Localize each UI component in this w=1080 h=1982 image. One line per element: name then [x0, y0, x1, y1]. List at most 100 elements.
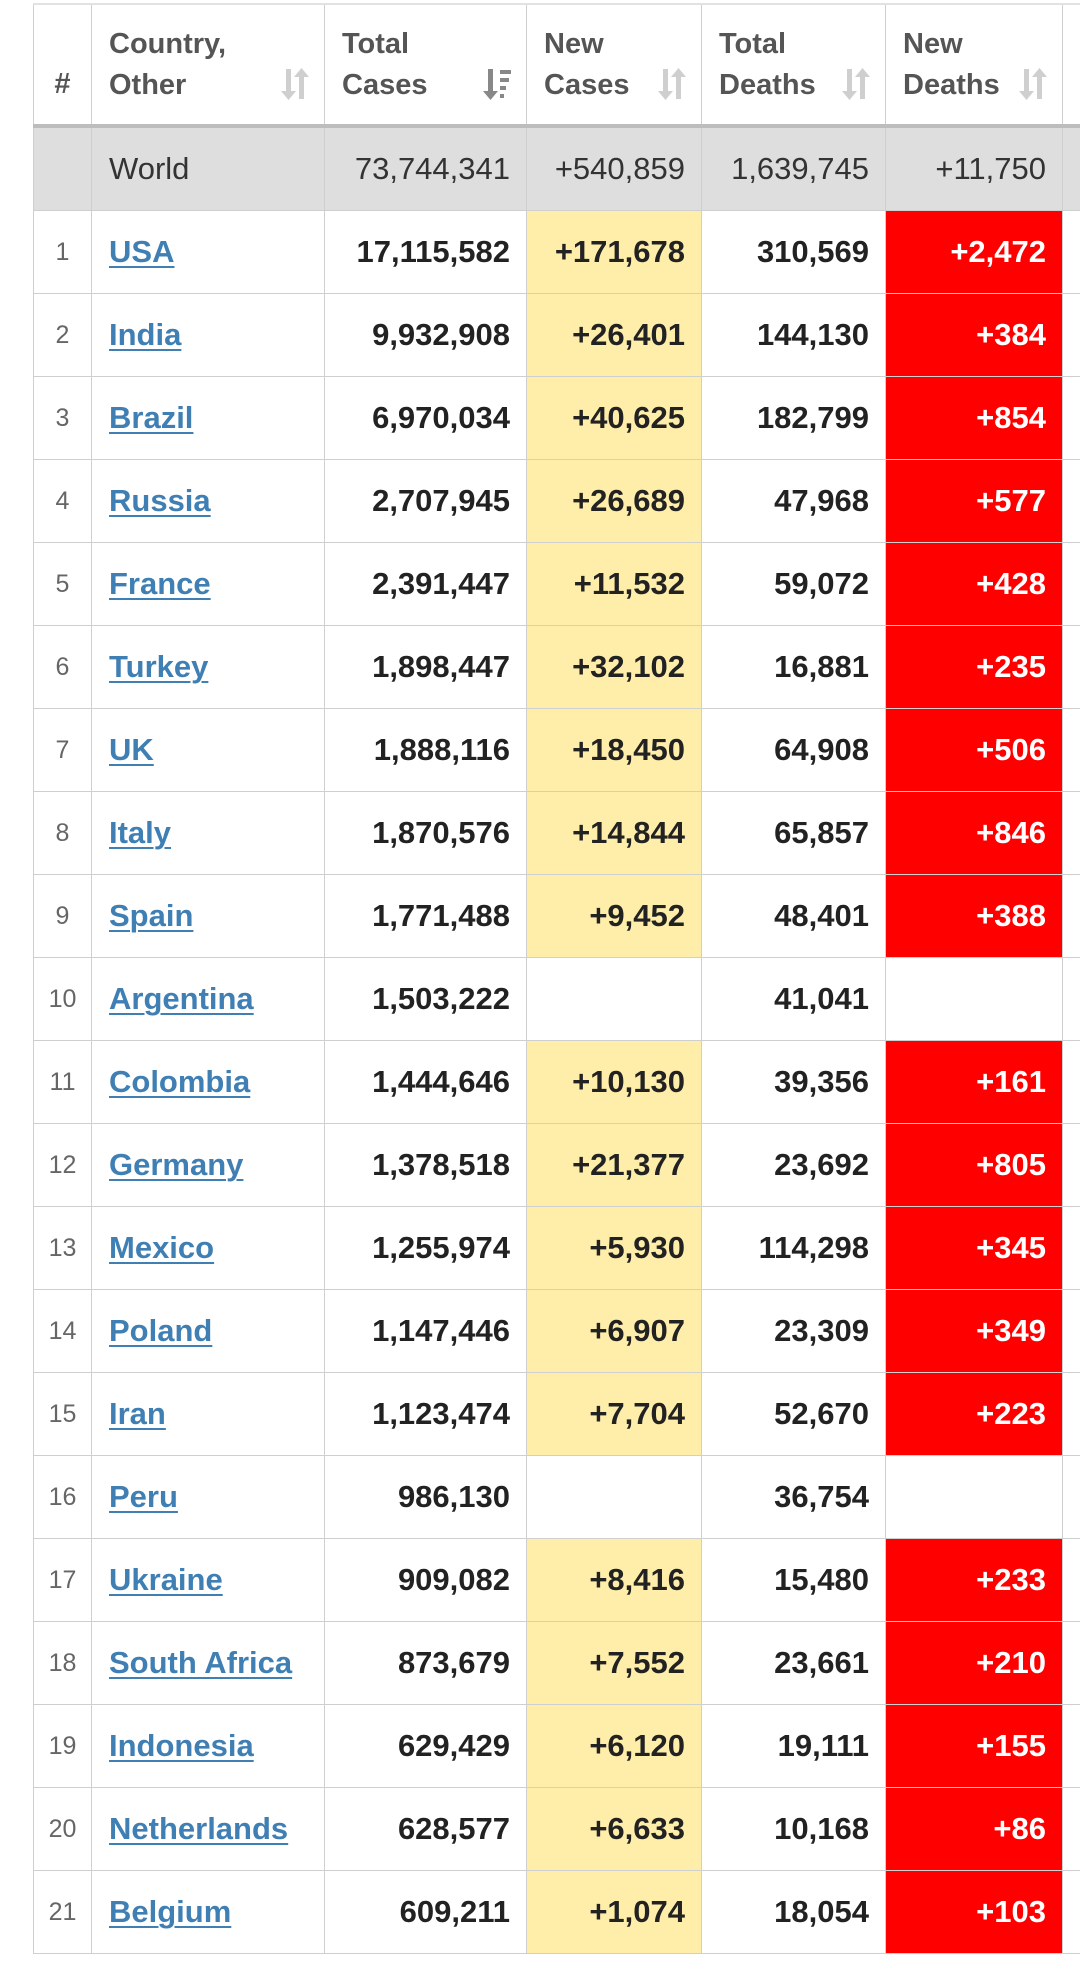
- new-cases-cell: [526, 957, 702, 1041]
- country-link[interactable]: Belgium: [109, 1894, 232, 1929]
- rank-cell: 1: [33, 210, 92, 294]
- new-deaths-cell: +103: [885, 1870, 1063, 1954]
- overflow-cell: [1062, 210, 1080, 294]
- country-link[interactable]: Germany: [109, 1147, 244, 1182]
- country-link[interactable]: Poland: [109, 1313, 213, 1348]
- country-cell: France: [91, 542, 325, 626]
- rank-cell: 5: [33, 542, 92, 626]
- header-rank-label: #: [54, 68, 71, 100]
- header-new-deaths-line2: Deaths: [903, 68, 1000, 101]
- country-link[interactable]: Iran: [109, 1396, 166, 1431]
- sort-updown-icon[interactable]: [657, 67, 687, 101]
- new-deaths-cell: +223: [885, 1372, 1063, 1456]
- new-deaths-cell: +345: [885, 1206, 1063, 1290]
- overflow-cell: [1062, 1870, 1080, 1954]
- new-cases-cell: +10,130: [526, 1040, 702, 1124]
- world-total-cases-cell: 73,744,341: [324, 125, 527, 211]
- total-deaths-cell: 39,356: [701, 1040, 886, 1124]
- header-new-cases[interactable]: New Cases: [526, 3, 702, 128]
- overflow-cell: [1062, 874, 1080, 958]
- new-cases-cell: +18,450: [526, 708, 702, 792]
- country-link[interactable]: Mexico: [109, 1230, 215, 1265]
- table-row: 18 South Africa 873,679 +7,552 23,661 +210: [33, 1621, 1080, 1705]
- country-link[interactable]: India: [109, 317, 182, 352]
- new-cases-cell: +7,704: [526, 1372, 702, 1456]
- total-deaths-cell: 19,111: [701, 1704, 886, 1788]
- sort-descending-icon[interactable]: [482, 67, 512, 101]
- country-link[interactable]: Netherlands: [109, 1811, 289, 1846]
- total-deaths-cell: 16,881: [701, 625, 886, 709]
- rank-cell: 16: [33, 1455, 92, 1539]
- world-total-row: World 73,744,341 +540,859 1,639,745 +11,…: [33, 125, 1080, 211]
- country-link[interactable]: France: [109, 566, 211, 601]
- header-total-cases[interactable]: Total Cases: [324, 3, 527, 128]
- country-cell: Argentina: [91, 957, 325, 1041]
- covid-table-container: # Country, Other Total Cases New Cases: [33, 3, 1080, 1954]
- header-country-line2: Other: [109, 68, 187, 101]
- country-cell: Iran: [91, 1372, 325, 1456]
- rank-cell: 20: [33, 1787, 92, 1871]
- country-cell: Italy: [91, 791, 325, 875]
- total-deaths-cell: 23,309: [701, 1289, 886, 1373]
- new-cases-cell: +8,416: [526, 1538, 702, 1622]
- rank-cell: 14: [33, 1289, 92, 1373]
- total-cases-cell: 1,771,488: [324, 874, 527, 958]
- rank-cell: 8: [33, 791, 92, 875]
- overflow-cell: [1062, 1787, 1080, 1871]
- world-new-deaths-cell: +11,750: [885, 125, 1063, 211]
- country-link[interactable]: Indonesia: [109, 1728, 254, 1763]
- total-cases-cell: 1,503,222: [324, 957, 527, 1041]
- country-link[interactable]: Brazil: [109, 400, 194, 435]
- country-link[interactable]: Turkey: [109, 649, 209, 684]
- country-link[interactable]: USA: [109, 234, 175, 269]
- header-new-deaths[interactable]: New Deaths: [885, 3, 1063, 128]
- country-cell: UK: [91, 708, 325, 792]
- header-total-deaths[interactable]: Total Deaths: [701, 3, 886, 128]
- country-link[interactable]: Colombia: [109, 1064, 251, 1099]
- sort-updown-icon[interactable]: [1018, 67, 1048, 101]
- new-cases-cell: [526, 1455, 702, 1539]
- total-cases-cell: 609,211: [324, 1870, 527, 1954]
- country-link[interactable]: Italy: [109, 815, 172, 850]
- table-row: 10 Argentina 1,503,222 41,041: [33, 957, 1080, 1041]
- header-overflow-column: [1062, 3, 1080, 128]
- rank-cell: 11: [33, 1040, 92, 1124]
- country-cell: USA: [91, 210, 325, 294]
- country-link[interactable]: Spain: [109, 898, 194, 933]
- sort-updown-icon[interactable]: [841, 67, 871, 101]
- total-cases-cell: 2,391,447: [324, 542, 527, 626]
- country-link[interactable]: South Africa: [109, 1645, 293, 1680]
- header-new-deaths-line1: New: [903, 27, 963, 60]
- new-deaths-cell: +2,472: [885, 210, 1063, 294]
- header-country[interactable]: Country, Other: [91, 3, 325, 128]
- new-cases-cell: +1,074: [526, 1870, 702, 1954]
- total-deaths-cell: 18,054: [701, 1870, 886, 1954]
- country-link[interactable]: Russia: [109, 483, 211, 518]
- overflow-cell: [1062, 1040, 1080, 1124]
- overflow-cell: [1062, 625, 1080, 709]
- table-row: 15 Iran 1,123,474 +7,704 52,670 +223: [33, 1372, 1080, 1456]
- country-link[interactable]: UK: [109, 732, 154, 767]
- country-cell: Colombia: [91, 1040, 325, 1124]
- total-cases-cell: 17,115,582: [324, 210, 527, 294]
- new-cases-cell: +7,552: [526, 1621, 702, 1705]
- rank-cell: 21: [33, 1870, 92, 1954]
- total-cases-cell: 1,378,518: [324, 1123, 527, 1207]
- overflow-cell: [1062, 1289, 1080, 1373]
- country-link[interactable]: Argentina: [109, 981, 254, 1016]
- new-cases-cell: +171,678: [526, 210, 702, 294]
- table-row: 5 France 2,391,447 +11,532 59,072 +428: [33, 542, 1080, 626]
- total-cases-cell: 628,577: [324, 1787, 527, 1871]
- sort-updown-icon[interactable]: [280, 67, 310, 101]
- new-cases-cell: +5,930: [526, 1206, 702, 1290]
- overflow-cell: [1062, 1704, 1080, 1788]
- new-cases-cell: +14,844: [526, 791, 702, 875]
- rank-cell: 18: [33, 1621, 92, 1705]
- country-link[interactable]: Peru: [109, 1479, 178, 1514]
- country-link[interactable]: Ukraine: [109, 1562, 223, 1597]
- overflow-cell: [1062, 1538, 1080, 1622]
- rank-cell: 10: [33, 957, 92, 1041]
- new-cases-cell: +6,120: [526, 1704, 702, 1788]
- new-deaths-cell: +577: [885, 459, 1063, 543]
- table-row: 17 Ukraine 909,082 +8,416 15,480 +233: [33, 1538, 1080, 1622]
